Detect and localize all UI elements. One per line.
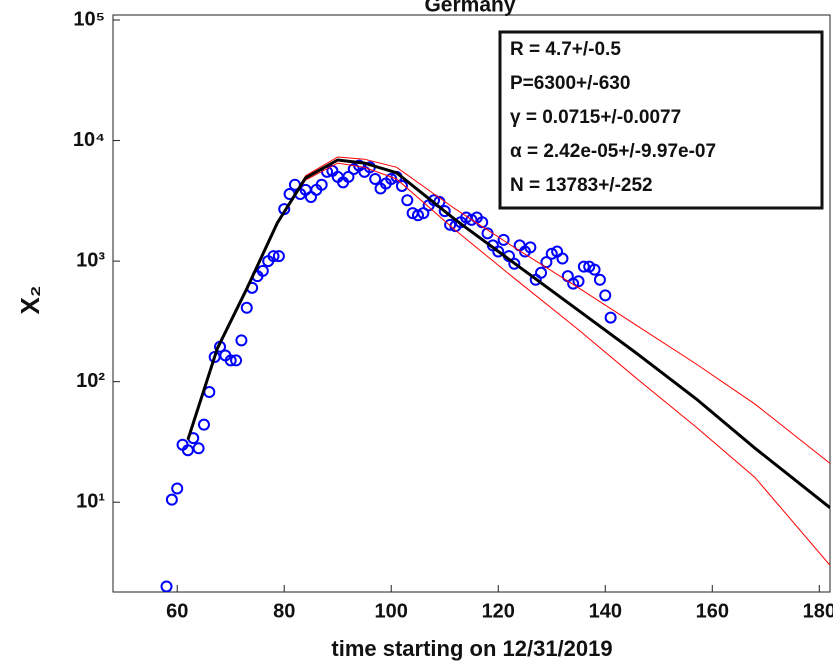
data-point [315, 178, 328, 191]
data-point [342, 170, 355, 183]
confidence-line [187, 162, 830, 566]
y-tick-label: 10² [76, 370, 105, 392]
data-point [497, 233, 510, 246]
data-point [267, 250, 280, 263]
data-point [524, 241, 537, 254]
data-point [593, 273, 606, 286]
data-point [395, 179, 408, 192]
data-point [588, 263, 601, 276]
fit-line [186, 158, 830, 509]
x-tick-label: 140 [589, 600, 622, 622]
annotation: α = 2.42e-05+/-9.97e-07 [510, 141, 716, 162]
data-point [160, 580, 173, 592]
annotation: R = 4.7+/-0.5 [510, 39, 621, 60]
y-tick-label: 10¹ [76, 490, 105, 512]
data-point [181, 444, 194, 457]
data-point [272, 250, 285, 263]
annotation: N = 13783+/-252 [510, 175, 653, 196]
data-point [165, 493, 178, 506]
data-point [401, 194, 414, 207]
data-point [492, 245, 505, 258]
data-point [192, 442, 205, 455]
data-point [476, 216, 489, 229]
chart-title: Germany [424, 0, 515, 17]
annotation: γ = 0.0715+/-0.0077 [510, 107, 681, 128]
y-tick-label: 10⁵ [73, 8, 105, 30]
x-axis-label: time starting on 12/31/2019 [331, 636, 612, 661]
plot-frame [112, 14, 831, 593]
y-tick-label: 10⁴ [73, 129, 105, 151]
data-point [508, 257, 521, 270]
data-point [444, 218, 457, 231]
plot-area [160, 156, 830, 592]
data-point [572, 275, 585, 288]
data-point [240, 301, 253, 314]
x-tick-label: 60 [166, 600, 188, 622]
data-point [171, 482, 184, 495]
x-tick-label: 160 [696, 600, 729, 622]
data-point [577, 260, 590, 273]
data-point [369, 172, 382, 185]
data-point [411, 209, 424, 222]
x-tick-label: 100 [375, 600, 408, 622]
data-point [599, 289, 612, 302]
data-point [556, 252, 569, 265]
data-point [417, 207, 430, 220]
x-tick-label: 120 [482, 600, 515, 622]
annotation: P=6300+/-630 [510, 73, 630, 94]
data-point [230, 354, 243, 367]
data-point [235, 334, 248, 347]
data-point [545, 247, 558, 260]
data-point [438, 205, 451, 218]
data-point [535, 266, 548, 279]
data-point [197, 418, 210, 431]
x-tick-label: 80 [273, 600, 295, 622]
y-tick-label: 10³ [76, 249, 105, 271]
y-axis-label: X₂ [15, 286, 45, 315]
x-tick-label: 180 [803, 600, 833, 622]
data-point [604, 311, 617, 324]
annotation-box [498, 30, 824, 210]
data-point [224, 354, 237, 367]
data-point [256, 264, 269, 277]
